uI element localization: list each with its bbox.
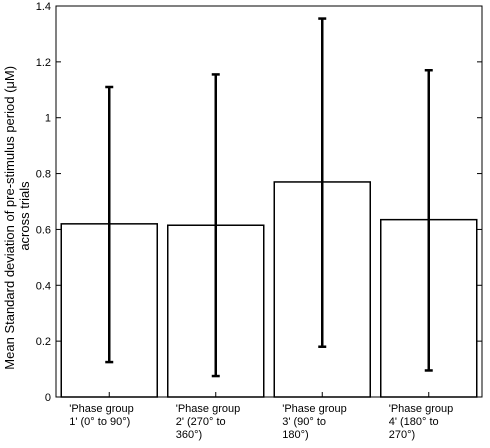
y-tick-label: 0.8 (36, 169, 51, 181)
x-tick-label-line: 'Phase group (69, 403, 133, 415)
x-tick-label-line: 'Phase group (176, 403, 240, 415)
y-axis-label: Mean Standard deviation of pre-stimulus … (2, 62, 32, 369)
y-tick-label: 0.6 (36, 224, 51, 236)
x-tick-label-line: 2' (270° to (176, 416, 226, 428)
x-tick-label-line: 270°) (389, 429, 415, 441)
x-tick-label: 'Phase group 4' (180° to 270°) (389, 403, 453, 441)
x-tick-label: 'Phase group 3' (90° to 180°) (282, 403, 346, 441)
x-tick-label-line: 1' (0° to 90°) (69, 416, 130, 428)
plot-frame (55, 5, 483, 398)
x-tick-label-line: 360°) (176, 429, 202, 441)
y-tick-label: 0.4 (36, 280, 51, 292)
y-axis-label-line-2: across trials (17, 181, 32, 251)
y-tick-label: 1.2 (36, 57, 51, 69)
y-tick-label: 1 (45, 113, 51, 125)
x-tick-label-line: 'Phase group (282, 403, 346, 415)
y-tick-label: 0.2 (36, 336, 51, 348)
x-tick-label: 'Phase group 1' (0° to 90°) (69, 403, 133, 428)
y-axis: 0 0.2 0.4 0.6 0.8 1 1.2 1.4 (36, 1, 482, 404)
bar-series (60, 181, 478, 398)
y-axis-label-line-1: Mean Standard deviation of pre-stimulus … (2, 66, 17, 370)
y-tick-label: 1.4 (36, 1, 51, 13)
y-tick-label: 0 (45, 392, 51, 404)
x-tick-label-line: 'Phase group (389, 403, 453, 415)
x-tick-label-line: 4' (180° to (389, 416, 439, 428)
x-tick-label: 'Phase group 2' (270° to 360°) (176, 403, 240, 441)
x-tick-label-line: 180°) (282, 429, 308, 441)
x-axis: 'Phase group 1' (0° to 90°)'Phase group 2'… (69, 392, 453, 441)
error-bars (105, 17, 433, 378)
x-tick-label-line: 3' (90° to (282, 416, 326, 428)
